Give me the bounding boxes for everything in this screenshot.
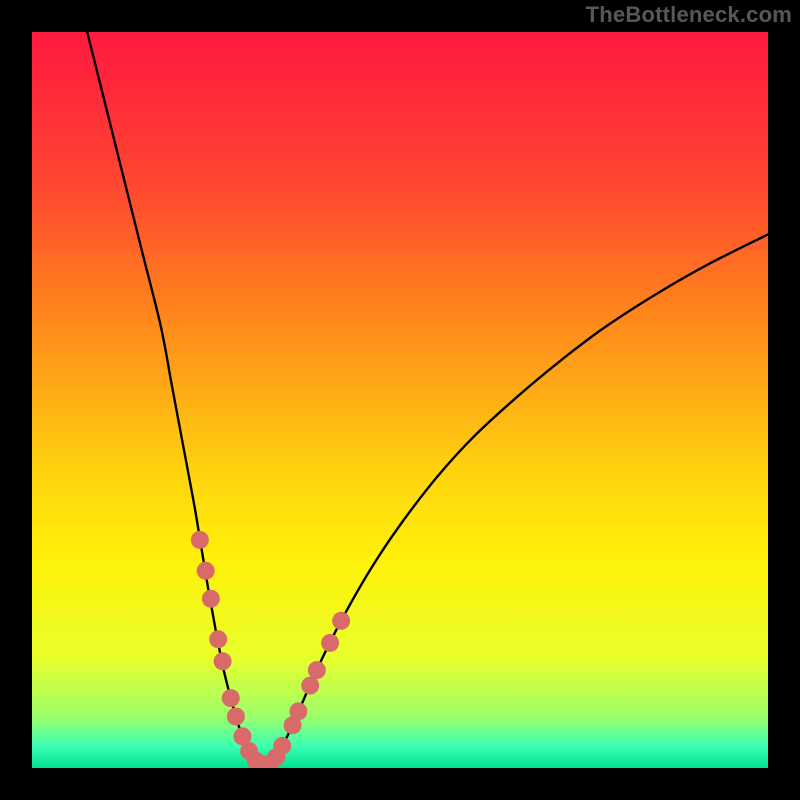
marker-point (289, 702, 307, 720)
marker-point (209, 630, 227, 648)
marker-point (227, 707, 245, 725)
marker-point (197, 562, 215, 580)
marker-point (202, 590, 220, 608)
marker-point (321, 634, 339, 652)
marker-point (301, 677, 319, 695)
marker-point (214, 652, 232, 670)
bottleneck-chart (0, 0, 800, 800)
marker-point (308, 661, 326, 679)
watermark-text: TheBottleneck.com (586, 2, 792, 28)
marker-point (222, 689, 240, 707)
marker-point (332, 612, 350, 630)
chart-stage: TheBottleneck.com (0, 0, 800, 800)
marker-point (273, 737, 291, 755)
marker-point (191, 531, 209, 549)
gradient-background (32, 32, 768, 768)
